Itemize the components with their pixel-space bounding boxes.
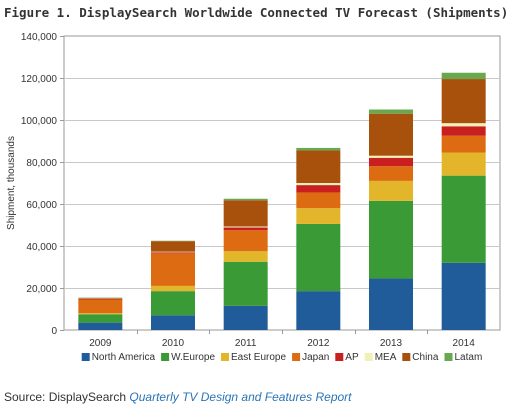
bar-2011-ap (223, 227, 268, 231)
bar-2012-north-america (296, 291, 341, 330)
legend-item-japan: Japan (292, 352, 329, 363)
legend-item-china: China (402, 352, 439, 363)
y-tick-label-20000: 20,000 (26, 284, 57, 295)
legend-label-w-europe: W.Europe (171, 352, 215, 363)
legend-swatch-w-europe (161, 353, 170, 361)
legend-item-ap: AP (335, 352, 359, 363)
bar-2012-china (296, 150, 341, 183)
x-tick-label-2010: 2010 (162, 338, 185, 349)
bar-2013-latam (369, 109, 413, 114)
legend-label-latam: Latam (455, 352, 483, 363)
source-note: Source: DisplaySearch Quarterly TV Desig… (4, 390, 352, 404)
bar-2014-east-europe (441, 152, 486, 176)
x-tick-label-2013: 2013 (380, 338, 403, 349)
legend-item-w-europe: W.Europe (161, 352, 215, 363)
grid-lines (63, 35, 501, 331)
bar-2014-japan (441, 135, 486, 153)
axes: 0 20,000 40,000 60,000 80,000 100,000 120,000 1… (21, 32, 475, 349)
y-tick-label-140000: 140,000 (21, 32, 58, 43)
legend-swatch-north-america (81, 353, 90, 361)
bar-2014-china (441, 79, 486, 124)
bar-2009-north-america (78, 322, 123, 330)
bar-2012-ap (296, 185, 341, 193)
bar-2009-w-europe (78, 314, 123, 323)
legend-item-north-america: North America (81, 352, 156, 363)
y-tick-label-120000: 120,000 (21, 74, 58, 85)
bar-2013-north-america (369, 278, 413, 330)
y-tick-label-0: 0 (51, 326, 57, 337)
bar-2011-w-europe (223, 261, 268, 306)
report-link[interactable]: Quarterly TV Design and Features Report (129, 390, 352, 404)
legend-item-mea: MEA (364, 352, 397, 363)
bar-2009-japan (78, 299, 123, 314)
legend-label-east-europe: East Europe (231, 352, 286, 363)
bar-2012-east-europe (296, 208, 341, 224)
bar-2012-latam (296, 147, 341, 151)
bar-2010-japan (151, 253, 195, 286)
y-axis-label: Shipment, thousands (6, 136, 17, 230)
legend-label-north-america: North America (92, 352, 156, 363)
y-tick-label-80000: 80,000 (26, 158, 57, 169)
bar-2011-east-europe (223, 251, 268, 262)
bar-2013-w-europe (369, 200, 413, 279)
legend-label-mea: MEA (375, 352, 397, 363)
x-tick-label-2014: 2014 (453, 338, 476, 349)
bar-2010-china (151, 241, 195, 252)
bar-2011-latam (223, 198, 268, 201)
legend-label-china: China (412, 352, 439, 363)
legend-swatch-ap (335, 353, 344, 361)
legend-item-latam: Latam (444, 352, 483, 363)
legend-swatch-japan (292, 353, 301, 361)
bar-2012-japan (296, 192, 341, 209)
bar-2013-mea (369, 155, 413, 158)
bar-2010-mea (151, 251, 195, 253)
bar-2010-east-europe (151, 285, 195, 292)
legend-swatch-east-europe (221, 353, 229, 361)
bar-2013-japan (369, 166, 413, 181)
legend-item-east-europe: East Europe (221, 352, 286, 363)
bar-2009-east-europe (78, 313, 123, 315)
legend-swatch-china (402, 353, 411, 361)
bar-2014-ap (441, 126, 486, 136)
bar-2012-w-europe (296, 223, 341, 292)
legend: North America W.Europe East Europe Japan AP M… (81, 352, 483, 363)
bar-2009-china (78, 298, 123, 299)
plot-area (63, 35, 501, 331)
bars (78, 72, 486, 330)
bar-2010-north-america (151, 315, 195, 330)
x-tick-label-2009: 2009 (89, 338, 112, 349)
bar-2012-mea (296, 183, 341, 186)
stacked-bar-chart: 0 20,000 40,000 60,000 80,000 100,000 120,000 1… (6, 32, 501, 363)
bar-2014-latam (441, 72, 486, 80)
bar-2011-mea (223, 226, 268, 228)
bar-2009-ap (78, 298, 123, 300)
bar-2011-china (223, 200, 268, 227)
bar-2011-north-america (223, 305, 268, 330)
bar-2014-mea (441, 123, 486, 127)
bar-2013-china (369, 113, 413, 156)
x-tick-label-2011: 2011 (235, 338, 257, 349)
bar-2011-japan (223, 230, 268, 252)
legend-swatch-mea (364, 353, 373, 361)
x-tick-label-2012: 2012 (307, 338, 330, 349)
legend-label-ap: AP (345, 352, 359, 363)
bar-2014-w-europe (441, 175, 486, 263)
y-tick-label-100000: 100,000 (21, 116, 58, 127)
bar-2010-w-europe (151, 291, 195, 316)
bar-2010-ap (151, 252, 195, 254)
legend-label-japan: Japan (302, 352, 329, 363)
bar-2014-north-america (441, 262, 486, 330)
y-tick-label-40000: 40,000 (26, 242, 57, 253)
y-tick-label-60000: 60,000 (26, 200, 57, 211)
chart-title: Figure 1. DisplaySearch Worldwide Connec… (4, 5, 507, 20)
source-prefix: Source: DisplaySearch (4, 390, 130, 404)
bar-2013-ap (369, 157, 413, 167)
legend-swatch-latam (444, 353, 453, 361)
bar-2013-east-europe (369, 180, 413, 201)
